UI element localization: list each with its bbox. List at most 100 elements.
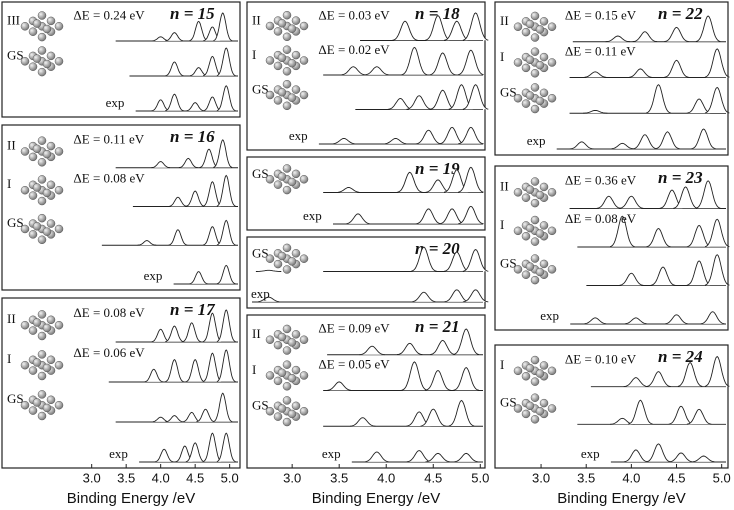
atom	[37, 310, 47, 319]
peak	[213, 139, 233, 168]
peak	[628, 68, 653, 78]
peak	[619, 195, 644, 209]
peak	[411, 246, 437, 272]
energy-difference: ΔE = 0.05 eV	[318, 356, 390, 371]
atom	[37, 46, 47, 55]
energy-difference: ΔE = 0.08 eV	[73, 305, 145, 320]
atom	[530, 47, 540, 56]
peak	[189, 271, 209, 285]
atom	[54, 147, 64, 156]
panel: n = 23 II ΔE = 0.36 eV I ΔE = 0.08 eV GS exp	[494, 165, 730, 331]
atom	[277, 53, 287, 63]
atom	[46, 315, 56, 325]
atom	[42, 24, 52, 34]
peak	[165, 93, 184, 112]
energy-difference: ΔE = 0.06 eV	[73, 345, 145, 360]
peak	[359, 345, 385, 356]
atom	[539, 221, 549, 230]
atom	[525, 262, 535, 271]
peak	[623, 317, 649, 325]
peak	[462, 248, 489, 272]
panel-frame	[494, 165, 729, 331]
x-tick-label: 3.0	[283, 470, 301, 485]
peak	[202, 226, 222, 246]
atom	[37, 350, 47, 359]
trace-label: I	[7, 351, 11, 366]
atom	[282, 417, 292, 427]
atom	[535, 25, 545, 34]
trace-label: II	[252, 13, 261, 28]
trace-label: exp	[581, 446, 600, 461]
cluster-size-label: n = 24	[658, 347, 703, 366]
trace-label: exp	[303, 208, 322, 223]
energy-difference: ΔE = 0.03 eV	[318, 7, 390, 22]
peak	[704, 86, 730, 114]
panel-frame	[494, 344, 729, 469]
peak	[686, 408, 712, 425]
x-axis-label: Binding Energy /eV	[312, 490, 440, 507]
peak	[199, 148, 219, 168]
atom	[20, 400, 30, 410]
atom	[282, 185, 292, 195]
atom	[521, 371, 531, 381]
atom	[530, 11, 540, 21]
atom	[521, 409, 531, 419]
peak	[664, 59, 689, 78]
x-tick-label: 4.0	[152, 470, 170, 485]
atom	[539, 88, 549, 98]
atom	[539, 52, 549, 62]
peak	[415, 129, 442, 145]
energy-difference: ΔE = 0.11 eV	[73, 132, 144, 147]
atom	[521, 231, 531, 241]
atom	[20, 360, 30, 370]
peak	[458, 49, 484, 76]
trace-label: exp	[540, 308, 559, 323]
atom	[282, 265, 292, 274]
atom	[291, 85, 301, 94]
peak	[646, 371, 671, 387]
atom	[513, 93, 523, 103]
atom	[547, 58, 557, 67]
atom	[32, 183, 42, 192]
x-tick-label: 3.5	[330, 470, 348, 485]
atom	[277, 88, 287, 97]
atom	[20, 57, 30, 66]
atom	[37, 67, 47, 77]
peak	[453, 328, 480, 355]
peak	[255, 296, 282, 303]
peak	[387, 98, 414, 110]
atom	[37, 32, 47, 42]
peak	[401, 46, 428, 76]
peak	[448, 399, 475, 427]
atom	[20, 147, 30, 156]
atom	[547, 404, 557, 413]
atom	[521, 270, 531, 279]
peak	[151, 161, 171, 169]
trace-label: GS	[252, 246, 269, 261]
atom	[32, 54, 42, 63]
cluster-size-label: n = 21	[415, 317, 460, 336]
atom	[521, 99, 531, 108]
cluster-size-label: n = 15	[170, 4, 215, 23]
atom	[37, 213, 47, 223]
atom	[42, 59, 52, 69]
atom	[282, 32, 292, 42]
panel: n = 18 II ΔE = 0.03 eV I ΔE = 0.02 eV GS exp	[246, 1, 489, 151]
atom	[299, 90, 309, 100]
atom	[282, 79, 292, 89]
atom	[265, 371, 275, 380]
atom	[525, 185, 535, 194]
atom	[299, 21, 309, 31]
trace-label: exp	[109, 446, 128, 461]
atom	[37, 136, 47, 145]
atom	[513, 404, 523, 413]
trace-label: I	[252, 47, 256, 62]
trace-label: exp	[251, 286, 270, 301]
atom	[265, 90, 275, 100]
peak	[165, 325, 184, 343]
panel: n = 19 GS exp	[246, 156, 486, 231]
atom	[535, 369, 545, 378]
atom	[277, 332, 287, 342]
energy-difference: ΔE = 0.02 eV	[318, 42, 390, 57]
